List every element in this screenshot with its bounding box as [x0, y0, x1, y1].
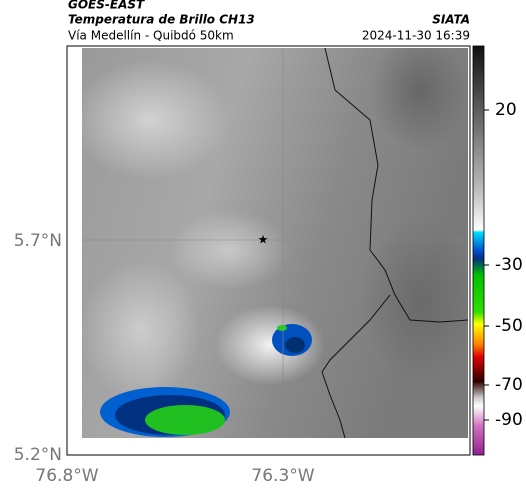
datetime: 2024-11-30 16:39 — [362, 29, 470, 43]
subtitle: Temperatura de Brillo CH13 — [68, 13, 255, 27]
colorbar-tick-label: -50 — [495, 316, 523, 336]
satellite-image: ★ — [82, 48, 468, 438]
title: GOES-EAST — [68, 0, 145, 12]
lat-label: 5.7°N — [14, 231, 62, 251]
colorbar-tick-label: 20 — [495, 100, 517, 120]
colorbar-tick-label: -30 — [495, 255, 523, 275]
lon-label: 76.8°W — [35, 466, 98, 486]
lat-label: 5.2°N — [14, 445, 62, 465]
colorbar-ticks — [484, 109, 489, 421]
source: SIATA — [432, 13, 470, 27]
colorbar-tick-label: -90 — [495, 410, 523, 430]
svg-text:★: ★ — [258, 233, 269, 247]
lon-label: 76.3°W — [251, 466, 314, 486]
colorbar — [472, 45, 485, 456]
region: Vía Medellín - Quibdó 50km — [68, 29, 234, 43]
colorbar-tick-label: -70 — [495, 375, 523, 395]
